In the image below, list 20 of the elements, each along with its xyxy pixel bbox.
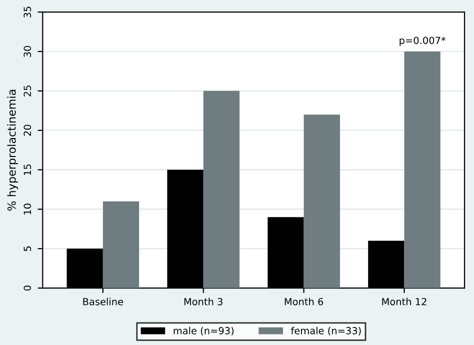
x-tick-label: Baseline xyxy=(83,298,124,306)
legend-label: male (n=93) xyxy=(174,326,234,336)
legend-label: female (n=33) xyxy=(290,326,361,336)
y-tick-label: 0 xyxy=(24,286,32,291)
bar xyxy=(102,201,140,288)
y-tick-label: 30 xyxy=(24,46,32,57)
y-tick-label: 10 xyxy=(24,204,32,214)
y-tick-label: 20 xyxy=(24,124,32,136)
y-tick-label: 5 xyxy=(24,246,32,251)
y-axis-title: % hyperprolactinemia xyxy=(7,90,18,211)
x-tick-label: Month 6 xyxy=(284,298,324,306)
annotation: p=0.007* xyxy=(400,36,446,46)
bar xyxy=(203,90,240,288)
y-tick-label: 25 xyxy=(24,86,32,96)
y-tick-label: 35 xyxy=(24,6,32,18)
y-tick-label: 15 xyxy=(24,164,32,175)
x-tick-label: Month 12 xyxy=(382,298,426,306)
bar xyxy=(304,114,340,288)
x-tick-label: Month 3 xyxy=(184,298,222,306)
bar xyxy=(404,52,440,288)
